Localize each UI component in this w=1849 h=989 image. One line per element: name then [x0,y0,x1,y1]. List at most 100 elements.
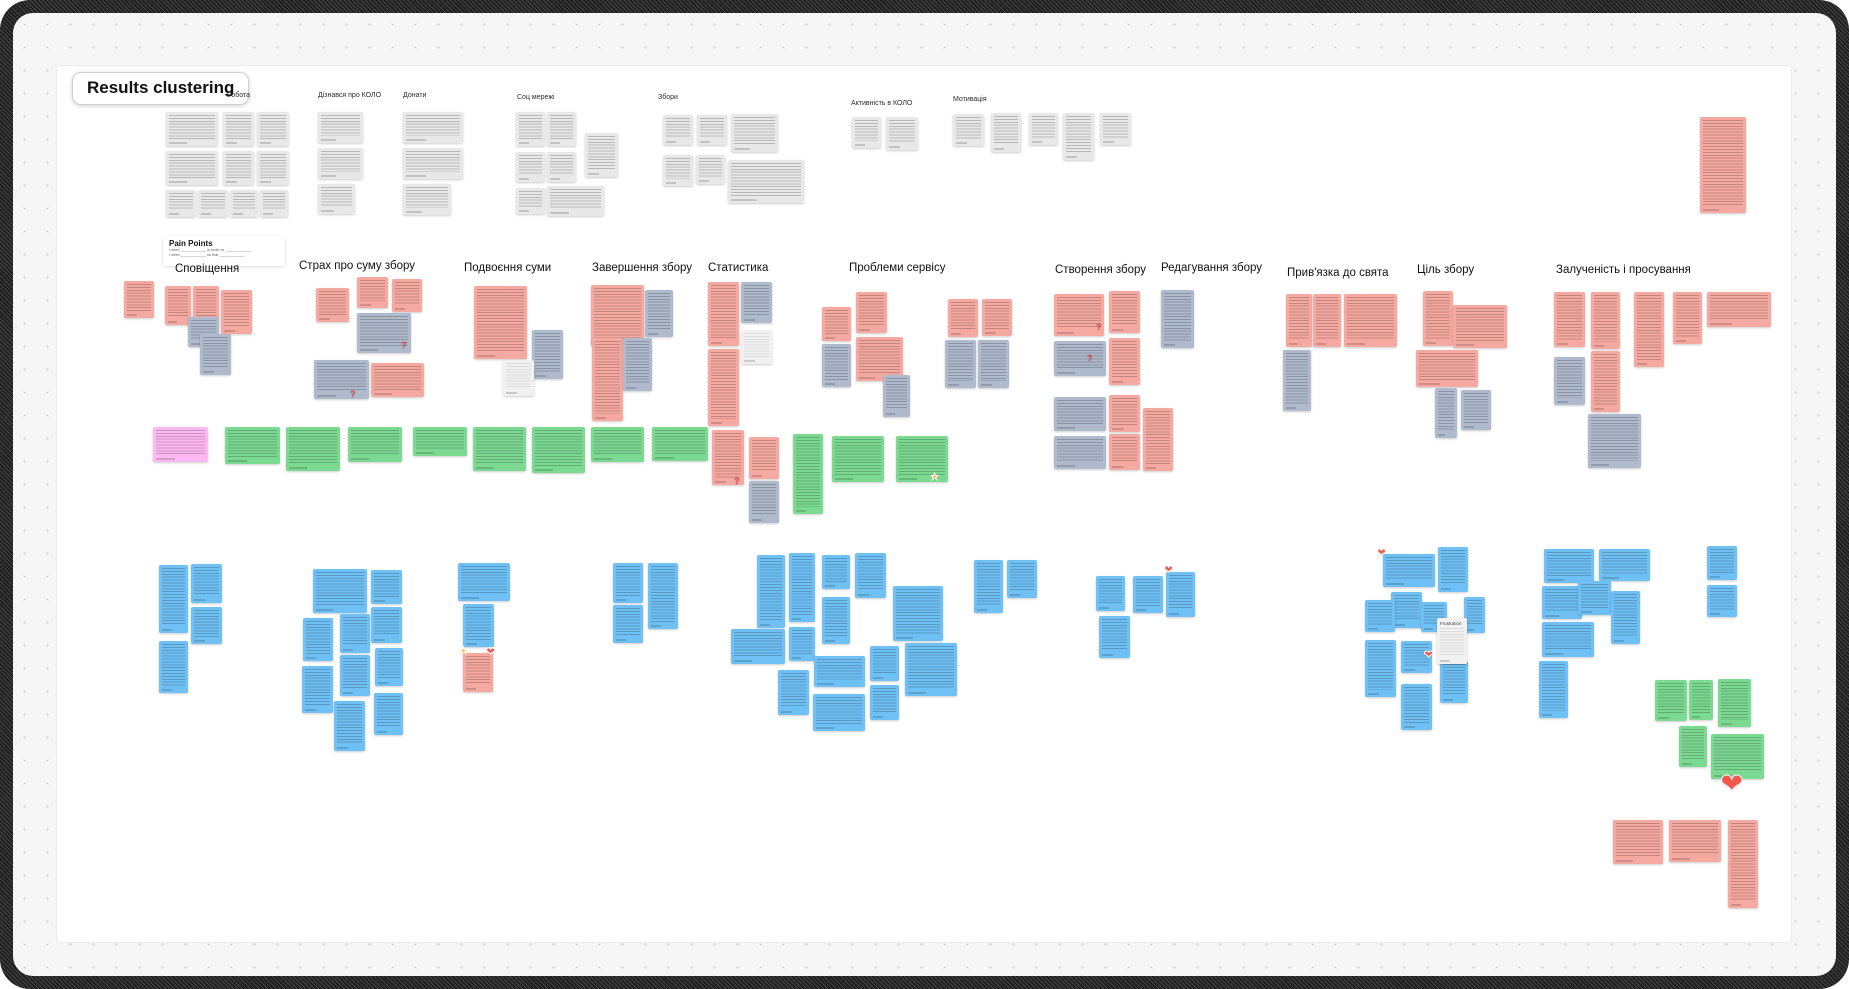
question-sticker-icon[interactable]: ? [1087,353,1093,363]
group-header[interactable]: Робота [227,92,251,99]
sticky-note[interactable] [822,597,850,644]
sticky-note[interactable] [286,427,340,471]
sticky-note[interactable] [547,152,576,182]
sticky-note[interactable] [886,117,918,150]
sticky-note[interactable] [223,112,254,146]
sticky-note[interactable] [852,117,881,148]
sticky-note[interactable] [166,190,196,217]
cluster-header[interactable]: Страх про суму збору [299,260,416,272]
sticky-note[interactable] [1435,388,1457,438]
cluster-header[interactable]: Залученість і просування [1556,264,1691,276]
sticky-note[interactable] [591,285,644,346]
sticky-note[interactable] [191,564,222,603]
heart-sticker-icon[interactable]: ❤ [1163,564,1174,576]
sticky-note[interactable] [1554,292,1585,347]
sticky-note[interactable] [340,614,370,653]
sticky-note[interactable] [1554,357,1585,405]
sticky-note[interactable] [896,436,948,482]
sticky-note[interactable] [257,151,289,185]
sticky-note[interactable] [856,292,887,333]
sticky-note[interactable] [591,427,644,462]
sticky-note[interactable] [124,281,154,318]
sticky-note[interactable] [613,563,643,603]
sticky-note[interactable] [340,655,370,696]
sticky-note[interactable] [1383,554,1435,587]
sticky-note[interactable] [1100,113,1131,145]
sticky-note[interactable] [260,190,288,217]
sticky-note[interactable] [371,607,402,643]
sticky-note[interactable] [749,437,779,479]
sticky-note[interactable] [1286,294,1312,347]
sticky-note[interactable] [757,555,785,628]
cluster-header[interactable]: Проблеми сервісу [849,262,946,274]
question-sticker-icon[interactable]: ? [1096,322,1102,332]
sticky-note[interactable] [1673,292,1702,344]
sticky-note[interactable] [1166,572,1195,617]
sticky-note[interactable] [1689,680,1713,720]
sticky-note[interactable] [1542,586,1582,619]
sticky-note[interactable] [832,436,884,482]
sticky-note[interactable] [982,299,1012,336]
sticky-note[interactable] [357,313,411,353]
sticky-note[interactable] [728,160,804,203]
sticky-note[interactable] [822,307,851,341]
sticky-note[interactable] [1707,546,1737,580]
sticky-note[interactable] [198,190,228,217]
sticky-note[interactable] [1464,597,1485,633]
sticky-note[interactable] [532,330,563,379]
sticky-note[interactable] [1313,294,1341,347]
sticky-note[interactable] [392,279,422,312]
sticky-note[interactable] [375,648,403,686]
sticky-note[interactable] [1539,661,1568,718]
sticky-note[interactable]: Frustration [1437,618,1467,664]
cluster-header[interactable]: Редагування збору [1161,262,1263,274]
cluster-header[interactable]: Подвоєння суми [464,262,552,274]
sticky-note[interactable] [1542,622,1594,657]
sticky-note[interactable] [822,344,851,387]
sticky-note[interactable] [1707,292,1771,327]
heart-sticker-icon[interactable]: ❤ [1376,547,1387,559]
sticky-note[interactable] [371,570,402,604]
sticky-note[interactable] [1365,640,1396,697]
sticky-note[interactable] [1109,434,1140,470]
sticky-note[interactable] [1679,726,1707,767]
heart-sticker-icon[interactable]: ❤ [1719,768,1744,799]
sticky-note[interactable] [708,349,739,426]
sticky-note[interactable] [1544,549,1594,583]
sticky-note[interactable] [883,375,910,417]
sticky-note[interactable] [696,155,725,184]
sticky-note[interactable] [1728,820,1758,908]
sticky-note[interactable] [708,282,739,346]
sticky-note[interactable] [318,112,363,143]
heart-sticker-icon[interactable]: ❤ [1423,649,1434,661]
sticky-note[interactable] [1161,290,1194,348]
sticky-note[interactable] [225,427,280,464]
sticky-note[interactable] [374,693,403,735]
sticky-note[interactable] [318,184,355,214]
sticky-note[interactable] [1283,350,1311,411]
sticky-note[interactable] [623,338,652,391]
sticky-note[interactable] [1099,616,1130,658]
sticky-note[interactable] [1109,395,1140,432]
sticky-note[interactable] [1440,661,1468,703]
sticky-note[interactable] [789,627,815,661]
sticky-note[interactable] [159,565,188,633]
sticky-note[interactable] [159,641,188,693]
sticky-note[interactable] [547,112,576,146]
sticky-note[interactable] [1707,585,1737,617]
sticky-note[interactable] [731,114,778,152]
sticky-note[interactable] [403,184,451,215]
sticky-note[interactable] [663,155,693,186]
sticky-note[interactable] [473,427,526,471]
sticky-note[interactable] [1143,408,1173,471]
sticky-note[interactable] [697,115,727,145]
sticky-note[interactable] [302,666,333,713]
sticky-note[interactable] [1700,117,1746,213]
sticky-note[interactable] [153,427,208,462]
sticky-note[interactable] [547,186,604,216]
sticky-note[interactable] [223,151,254,185]
sticky-note[interactable] [1588,414,1641,468]
sticky-note[interactable] [503,360,534,396]
sticky-note[interactable] [652,427,708,461]
sticky-note[interactable] [1133,576,1163,613]
